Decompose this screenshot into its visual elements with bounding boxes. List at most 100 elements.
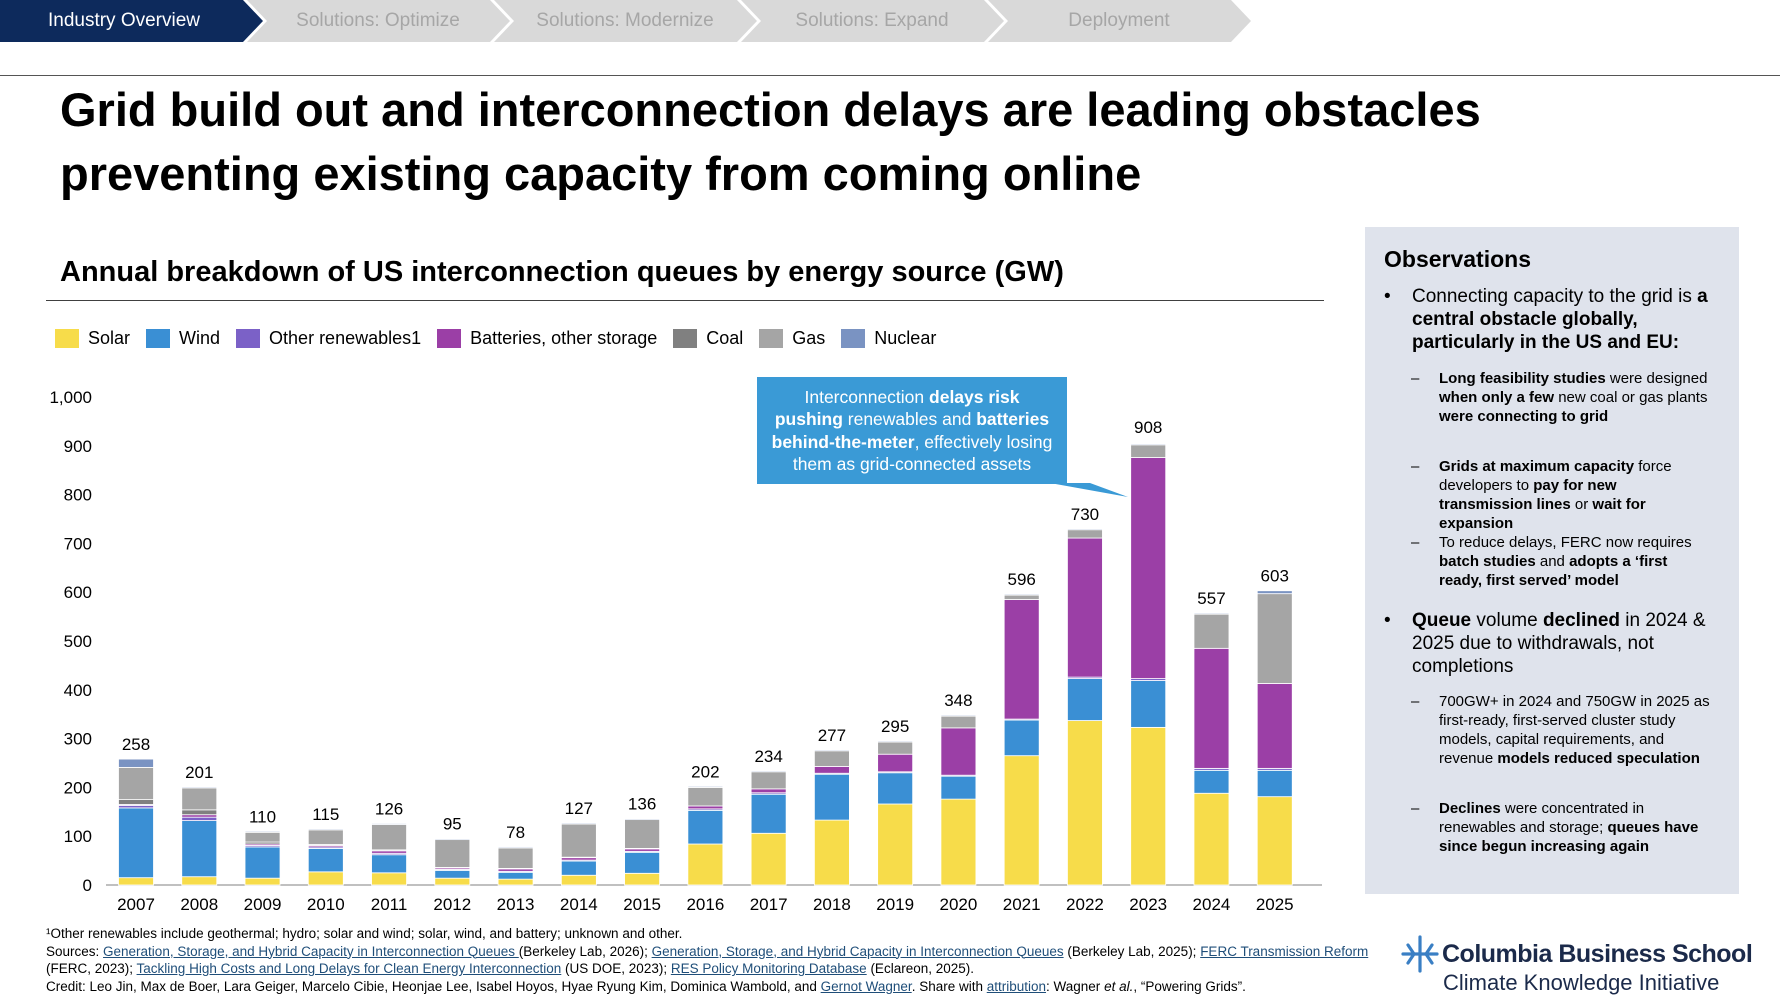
source-link[interactable]: attribution <box>986 978 1047 994</box>
bar-segment-solar-2011 <box>371 872 407 886</box>
bar-segment-solar-2022 <box>1067 720 1103 886</box>
text-run: or <box>1570 496 1593 513</box>
bar-segment-coal-2007 <box>118 799 154 805</box>
bar-segment-batteries-other-storage-2021 <box>1003 599 1040 720</box>
bar-segment-batteries-other-storage-2019 <box>877 753 914 773</box>
total-label-2025: 603 <box>1261 567 1289 586</box>
tab-deployment[interactable]: Deployment <box>1068 10 1170 31</box>
footnote-text: : Wagner <box>1046 978 1105 994</box>
bar-segment-gas-2015 <box>624 819 661 849</box>
tab-solutions-modernize[interactable]: Solutions: Modernize <box>536 10 714 31</box>
y-tick-label: 900 <box>64 437 92 456</box>
total-label-2012: 95 <box>443 815 462 834</box>
source-link[interactable]: Tackling High Costs and Long Delays for … <box>136 961 562 976</box>
callout-annotation: Interconnection delays risk pushing renew… <box>757 377 1067 484</box>
bar-segment-batteries-other-storage-2017 <box>750 788 787 794</box>
source-link[interactable]: RES Policy Monitoring Database <box>670 961 867 976</box>
x-tick-label-2015: 2015 <box>623 895 661 914</box>
bar-segment-wind-2015 <box>624 851 661 874</box>
text-run: behind-the-meter <box>771 431 915 452</box>
nav-chevron-solutions-optimize[interactable] <box>247 0 510 42</box>
footnote-sources: Sources: Generation, Storage, and Hybrid… <box>46 943 1386 978</box>
x-tick-label-2019: 2019 <box>876 895 914 914</box>
text-run: declined <box>1542 610 1621 631</box>
footnote-text: (FERC, 2023); <box>46 961 137 976</box>
text-run: queues have since begun increasing again <box>1439 819 1699 855</box>
bar-segment-solar-2013 <box>497 878 534 886</box>
tab-solutions-optimize[interactable]: Solutions: Optimize <box>296 10 460 31</box>
total-label-2020: 348 <box>944 691 972 710</box>
footnote-text: (Berkeley Lab, 2025); <box>1063 943 1201 959</box>
bar-segment-batteries-other-storage-2016 <box>687 805 724 810</box>
y-tick-label: 600 <box>64 583 92 602</box>
observation-sub-bullet-text: 700GW+ in 2024 and 750GW in 2025 as firs… <box>1439 692 1711 768</box>
text-run: them as grid-connected assets <box>792 454 1032 474</box>
bar-segment-solar-2018 <box>813 819 850 886</box>
footnote-text: (Berkeley Lab, 2026); <box>518 943 652 959</box>
bar-segment-nuclear-2013 <box>497 846 534 849</box>
bar-segment-gas-2009 <box>244 831 281 843</box>
bar-segment-wind-2023 <box>1130 680 1167 728</box>
bar-segment-wind-2019 <box>877 772 914 805</box>
bar-segment-nuclear-2012 <box>434 838 471 841</box>
text-run: To reduce delays, FERC now requires <box>1439 534 1692 551</box>
source-link[interactable]: FERC Transmission Reform <box>1200 943 1369 959</box>
legend-swatch <box>236 328 261 348</box>
x-tick-label-2016: 2016 <box>686 895 724 914</box>
x-tick-label-2021: 2021 <box>1003 895 1041 914</box>
text-run: volume <box>1471 610 1543 631</box>
bar-segment-batteries-other-storage-2022 <box>1067 537 1103 678</box>
total-label-2014: 127 <box>565 799 593 818</box>
bar-segment-nuclear-2008 <box>181 786 218 789</box>
legend-label: Wind <box>179 327 221 348</box>
footnote-text: . Share with <box>911 978 987 994</box>
bar-segment-wind-2010 <box>307 847 344 873</box>
bar-segment-nuclear-2021 <box>1003 593 1040 596</box>
text-run: and <box>1535 553 1570 570</box>
nav-chevron-deployment[interactable] <box>988 0 1251 42</box>
text-run: pushing <box>774 409 843 429</box>
legend-item-batteries-other-storage: Batteries, other storage <box>437 328 657 349</box>
chart-legend: Solar Wind Other renewables1 Batteries, oth… <box>55 326 952 350</box>
legend-swatch <box>673 328 698 348</box>
nav-chevron-solutions-modernize[interactable] <box>494 0 757 42</box>
bar-segment-gas-2012 <box>434 839 471 868</box>
x-tick-label-2023: 2023 <box>1129 895 1167 914</box>
total-label-2021: 596 <box>1007 570 1035 589</box>
text-run: Long feasibility studies <box>1439 370 1606 387</box>
bar-segment-nuclear-2011 <box>371 823 407 825</box>
bar-segment-wind-2008 <box>181 820 218 878</box>
legend-label: Coal <box>706 327 744 348</box>
callout-line: pushing renewables and batteries <box>757 408 1067 431</box>
bar-segment-gas-2020 <box>940 715 977 729</box>
bar-segment-solar-2016 <box>687 843 724 886</box>
bar-segment-wind-2025 <box>1256 769 1293 798</box>
observation-bullet-text: Connecting capacity to the grid is a cen… <box>1412 285 1712 354</box>
nav-chevron-solutions-expand[interactable] <box>741 0 1004 42</box>
bar-segment-nuclear-2009 <box>244 830 281 833</box>
text-run: wait for expansion <box>1439 496 1646 532</box>
x-tick-label-2009: 2009 <box>244 895 282 914</box>
bar-segment-nuclear-2020 <box>940 714 977 717</box>
text-run: adopts a ‘first ready, first served’ mod… <box>1439 553 1668 589</box>
nav-chevrons <box>0 0 1251 42</box>
legend-item-gas: Gas <box>759 328 825 349</box>
footnotes: ¹Other renewables include geothermal; hy… <box>46 925 1386 995</box>
source-link[interactable]: Generation, Storage, and Hybrid Capacity… <box>651 943 1064 959</box>
bar-segment-gas-2019 <box>877 741 914 755</box>
source-link[interactable]: Gernot Wagner <box>820 978 912 994</box>
bar-segment-nuclear-2010 <box>307 828 344 831</box>
total-label-2023: 908 <box>1134 418 1162 437</box>
legend-swatch <box>146 328 171 348</box>
legend-label: Batteries, other storage <box>470 327 658 348</box>
bar-segment-gas-2008 <box>181 787 218 811</box>
nav-chevron-industry-overview[interactable] <box>0 0 263 42</box>
tab-solutions-expand[interactable]: Solutions: Expand <box>795 10 949 31</box>
text-run: batch studies <box>1439 553 1536 570</box>
bar-segment-gas-2013 <box>497 847 534 869</box>
tab-industry-overview[interactable]: Industry Overview <box>47 10 201 31</box>
total-label-2015: 136 <box>628 795 656 814</box>
x-tick-label-2013: 2013 <box>497 895 535 914</box>
legend-item-wind: Wind <box>146 328 220 349</box>
source-link[interactable]: Generation, Storage, and Hybrid Capacity… <box>103 943 519 959</box>
